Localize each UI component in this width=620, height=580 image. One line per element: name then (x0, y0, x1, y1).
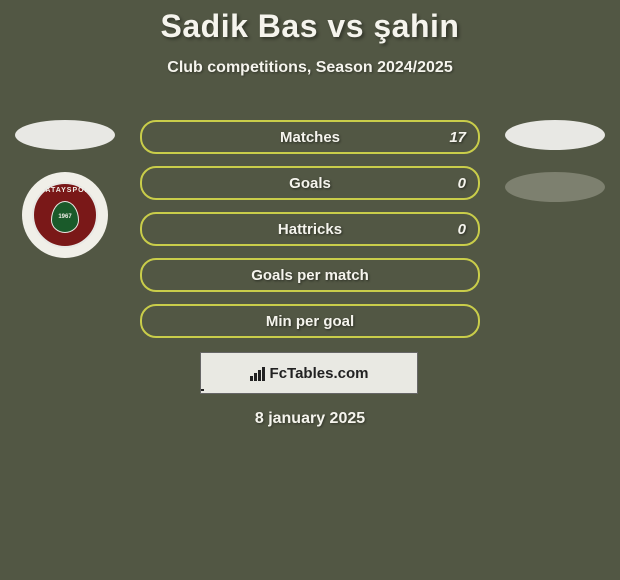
club-badge-placeholder-right (505, 172, 605, 202)
right-player-col (500, 120, 610, 202)
player-photo-placeholder-right (505, 120, 605, 150)
club-leaf-icon: 1967 (51, 201, 79, 233)
stat-value-right: 0 (458, 221, 466, 238)
player-photo-placeholder-left (15, 120, 115, 150)
club-badge-inner: HATAYSPOR 1967 (32, 182, 98, 248)
stat-label: Matches (280, 129, 340, 146)
stat-label: Goals (289, 175, 331, 192)
club-badge-left: HATAYSPOR 1967 (22, 172, 108, 258)
left-player-col: HATAYSPOR 1967 (10, 120, 120, 258)
stat-label: Min per goal (266, 313, 354, 330)
stat-row-matches: Matches 17 (140, 120, 480, 154)
stats-container: Matches 17 Goals 0 Hattricks 0 Goals per… (140, 120, 480, 350)
page-subtitle: Club competitions, Season 2024/2025 (0, 59, 620, 77)
footer-brand-text: FcTables.com (270, 365, 369, 382)
page-title: Sadik Bas vs şahin (0, 0, 620, 45)
footer-brand: FcTables.com (250, 365, 369, 382)
stat-row-goals: Goals 0 (140, 166, 480, 200)
footer-brand-box[interactable]: FcTables.com (200, 352, 418, 394)
stat-row-hattricks: Hattricks 0 (140, 212, 480, 246)
stat-value-right: 0 (458, 175, 466, 192)
stat-label: Goals per match (251, 267, 369, 284)
stat-row-gpm: Goals per match (140, 258, 480, 292)
stat-row-mpg: Min per goal (140, 304, 480, 338)
stat-label: Hattricks (278, 221, 342, 238)
club-name: HATAYSPOR (39, 187, 90, 194)
stat-value-right: 17 (449, 129, 466, 146)
club-year: 1967 (58, 214, 71, 220)
footer-date: 8 january 2025 (0, 410, 620, 428)
bars-icon (250, 365, 266, 381)
